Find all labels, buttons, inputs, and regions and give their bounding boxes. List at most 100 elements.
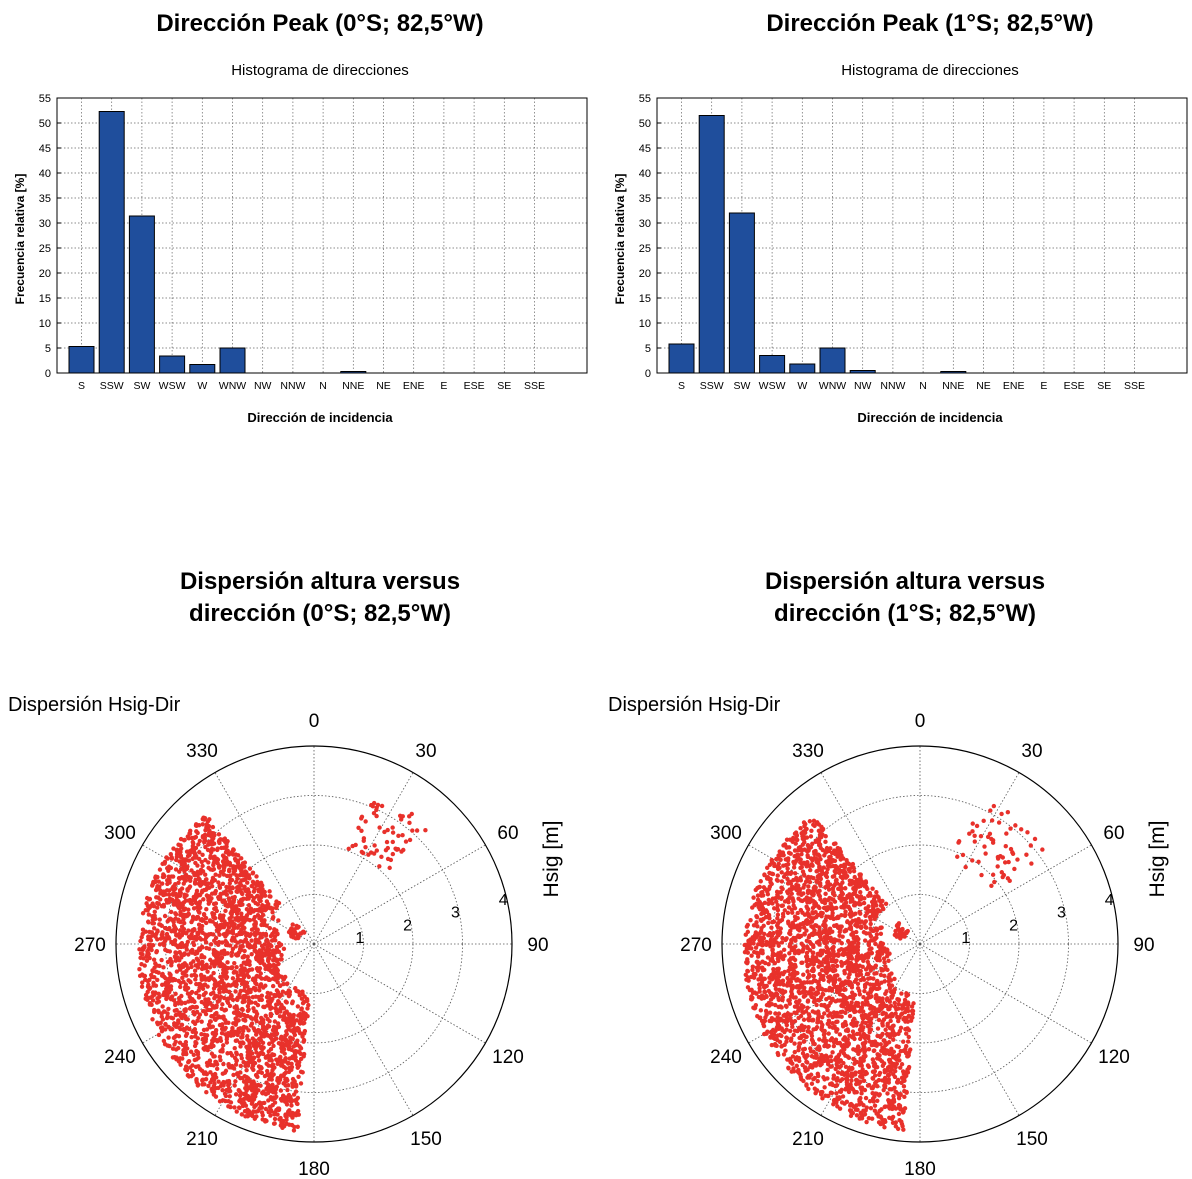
scatter-point — [828, 854, 833, 860]
scatter-point — [851, 1104, 856, 1110]
scatter-point — [909, 1008, 915, 1014]
scatter-point — [176, 978, 181, 984]
scatter-point — [245, 880, 250, 885]
scatter-point — [168, 1027, 173, 1032]
scatter-point — [757, 907, 763, 912]
scatter-point — [892, 1000, 897, 1006]
scatter-point — [762, 872, 767, 877]
scatter-point — [199, 953, 204, 958]
scatter-point — [143, 996, 148, 1001]
scatter-point — [185, 1046, 190, 1051]
radial-tick-label: 3 — [451, 905, 460, 922]
scatter-point — [841, 1060, 846, 1066]
scatter-point — [239, 981, 245, 987]
polar-scatter-left: 03060901201501802102402703003301234Hsig … — [74, 711, 563, 1175]
scatter-point — [768, 899, 774, 904]
scatter-point — [175, 943, 180, 949]
scatter-point — [270, 910, 275, 915]
scatter-point — [217, 1022, 223, 1028]
scatter-point — [899, 1012, 904, 1017]
scatter-point — [796, 1008, 801, 1013]
scatter-point — [820, 987, 825, 992]
x-tick-label: ESE — [1064, 380, 1085, 390]
scatter-point — [234, 982, 239, 987]
y-tick-label: 30 — [39, 218, 51, 230]
scatter-point — [236, 1029, 242, 1035]
scatter-point — [192, 926, 197, 932]
scatter-point — [246, 896, 251, 901]
scatter-point — [878, 1042, 883, 1047]
scatter-point — [905, 1039, 911, 1044]
scatter-point — [252, 948, 257, 953]
scatter-point — [759, 918, 764, 924]
scatter-point — [296, 1013, 301, 1018]
scatter-point — [182, 892, 187, 897]
scatter-point — [849, 1078, 854, 1083]
scatter-point — [801, 1027, 806, 1033]
scatter-point — [265, 999, 271, 1004]
scatter-point — [197, 935, 203, 941]
scatter-point — [218, 891, 223, 897]
scatter-point — [192, 968, 198, 973]
scatter-point — [259, 914, 264, 920]
scatter-point — [823, 918, 828, 923]
scatter-point — [374, 813, 379, 819]
scatter-point — [173, 991, 178, 997]
scatter-point — [371, 851, 377, 856]
scatter-point — [154, 969, 159, 975]
scatter-point — [777, 849, 782, 854]
angular-tick-label: 180 — [298, 1159, 330, 1175]
scatter-point — [197, 981, 203, 987]
scatter-point — [832, 858, 838, 864]
scatter-point — [187, 831, 193, 836]
scatter-point — [875, 1084, 880, 1089]
scatter-point — [858, 1100, 863, 1105]
scatter-point — [390, 839, 395, 845]
scatter-title-right: Dispersión altura versus dirección (1°S;… — [625, 566, 1185, 630]
scatter-point — [868, 968, 874, 973]
scatter-point — [823, 849, 828, 854]
scatter-point — [883, 964, 888, 969]
scatter-point — [225, 1051, 230, 1056]
scatter-point — [295, 1095, 301, 1101]
scatter-point — [775, 873, 780, 878]
scatter-point — [779, 1043, 785, 1049]
scatter-point — [246, 1038, 252, 1044]
scatter-point — [891, 1037, 896, 1042]
scatter-point — [810, 950, 816, 956]
scatter-point — [211, 932, 216, 937]
scatter-point — [263, 1106, 269, 1112]
scatter-point — [180, 975, 185, 981]
scatter-point — [215, 857, 221, 862]
y-tick-label: 50 — [39, 118, 51, 130]
y-tick-label: 55 — [639, 93, 651, 105]
scatter-point — [881, 956, 887, 961]
scatter-point — [159, 1029, 165, 1034]
scatter-point — [285, 1094, 291, 1100]
scatter-point — [250, 870, 256, 875]
scatter-point — [781, 863, 786, 868]
scatter-point — [236, 923, 242, 928]
scatter-point — [197, 910, 202, 915]
scatter-point — [186, 952, 191, 957]
scatter-point — [831, 1043, 837, 1049]
scatter-point — [223, 934, 228, 939]
scatter-point — [259, 922, 264, 928]
scatter-point — [806, 1086, 811, 1092]
scatter-point — [200, 1082, 205, 1087]
scatter-point — [187, 1006, 193, 1011]
scatter-point — [863, 1095, 869, 1101]
scatter-point — [243, 961, 249, 967]
scatter-point — [252, 1081, 257, 1087]
scatter-point — [751, 937, 757, 942]
scatter-point — [202, 1009, 208, 1014]
scatter-point — [890, 1063, 895, 1068]
scatter-point — [178, 901, 183, 907]
scatter-point — [223, 1025, 228, 1031]
scatter-point — [295, 1108, 301, 1114]
scatter-point — [869, 1006, 875, 1012]
scatter-point — [855, 1044, 861, 1049]
scatter-point — [217, 865, 222, 870]
scatter-point — [255, 927, 260, 933]
scatter-point — [788, 1028, 793, 1034]
